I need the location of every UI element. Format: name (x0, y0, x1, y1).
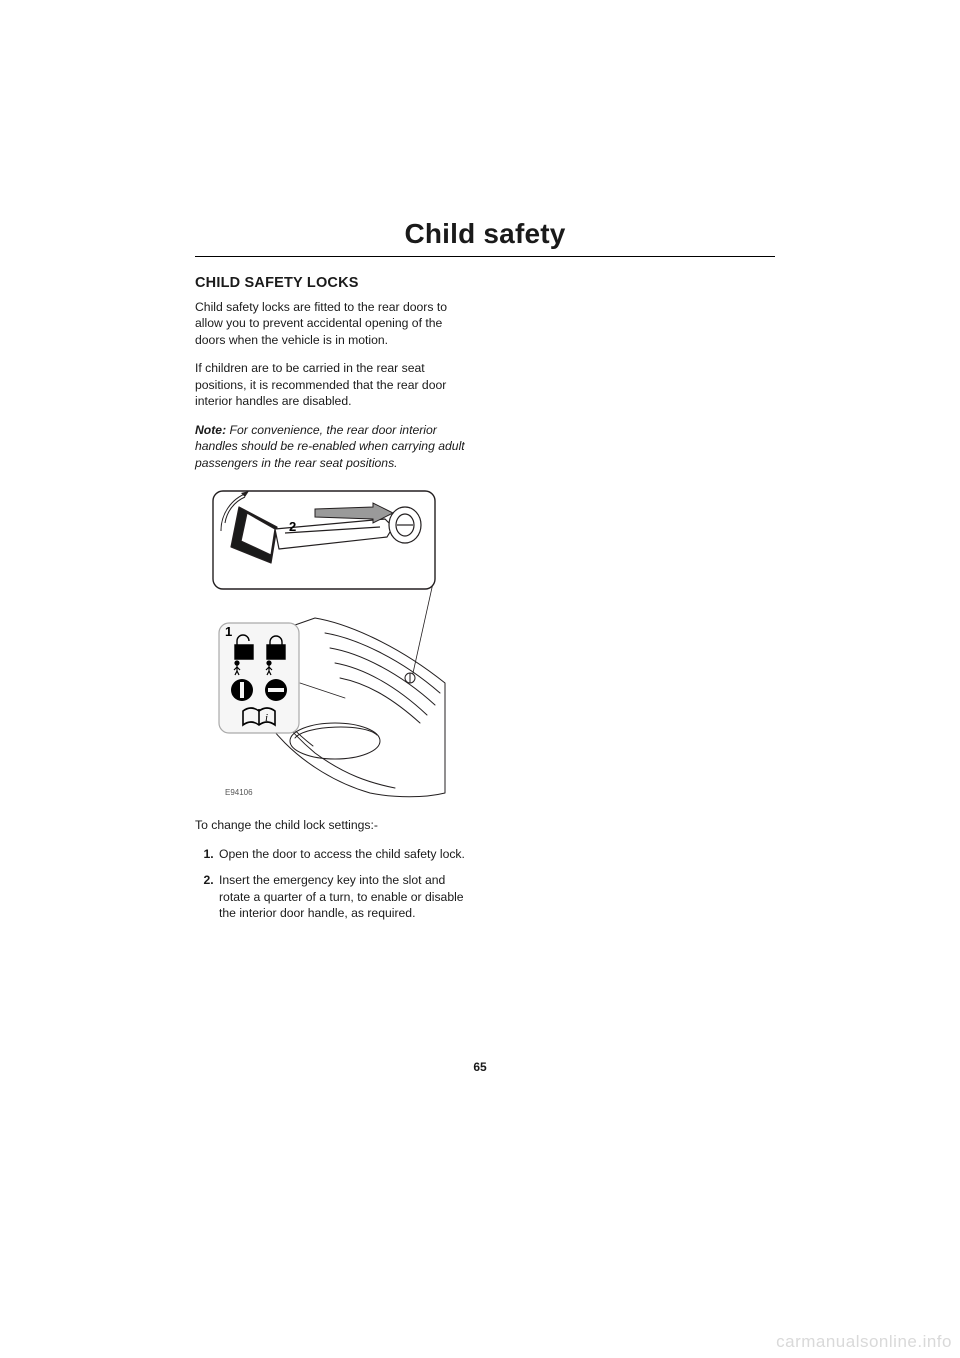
svg-text:i: i (265, 712, 268, 724)
paragraph-note: Note: For convenience, the rear door int… (195, 422, 465, 471)
figure-id: E94106 (225, 788, 253, 797)
manual-page: Child safety CHILD SAFETY LOCKS Child sa… (195, 218, 775, 932)
callout-2-text: 2 (289, 519, 296, 534)
paragraph-2: If children are to be carried in the rea… (195, 360, 465, 409)
step-2: Insert the emergency key into the slot a… (217, 872, 465, 921)
note-label: Note: (195, 423, 226, 437)
callout-1-text: 1 (225, 624, 232, 639)
step-1: Open the door to access the child safety… (217, 846, 465, 862)
watermark: carmanualsonline.info (776, 1332, 952, 1352)
door-label-panel: i 1 (219, 623, 299, 733)
key-inset-panel: 2 (213, 491, 435, 589)
steps-list: Open the door to access the child safety… (195, 846, 465, 922)
paragraph-1: Child safety locks are fitted to the rea… (195, 299, 465, 348)
steps-intro: To change the child lock settings:- (195, 817, 465, 833)
title-rule (195, 256, 775, 257)
note-body: For convenience, the rear door interior … (195, 423, 465, 470)
left-column: CHILD SAFETY LOCKS Child safety locks ar… (195, 275, 465, 922)
child-lock-figure: 2 (195, 483, 453, 803)
topic-heading: CHILD SAFETY LOCKS (195, 275, 465, 291)
section-title: Child safety (195, 218, 775, 250)
child-lock-svg: 2 (195, 483, 453, 803)
page-number: 65 (0, 1060, 960, 1074)
